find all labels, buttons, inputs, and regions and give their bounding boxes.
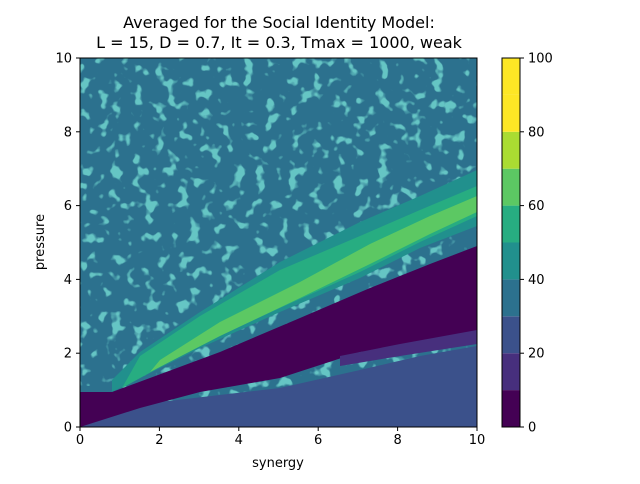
- y-tick-label: 4: [64, 273, 72, 288]
- region-dark-streak: [340, 330, 477, 366]
- colorbar-tick-label: 0: [528, 421, 536, 436]
- colorbar-tick-label: 40: [528, 273, 545, 288]
- colorbar-segment: [502, 205, 520, 243]
- x-axis-label: synergy: [252, 456, 304, 471]
- plot-frame: [79, 57, 478, 428]
- y-tick-label: 0: [64, 421, 72, 436]
- colorbar-tick-label: 60: [528, 199, 545, 214]
- colorbar-tick-label: 100: [528, 52, 553, 67]
- colorbar-segment: [502, 168, 520, 206]
- colorbar-segment: [502, 242, 520, 280]
- y-axis-label: pressure: [33, 214, 48, 270]
- region-dark-wedge: [80, 246, 477, 427]
- plot-area: [80, 58, 477, 427]
- x-tick-label: 2: [155, 433, 163, 448]
- x-tick-label: 0: [76, 433, 84, 448]
- colorbar: 0 20 40 60 80 100: [501, 52, 553, 436]
- chart-title-line2: L = 15, D = 0.7, It = 0.3, Tmax = 1000, …: [96, 33, 463, 52]
- colorbar-tick-label: 80: [528, 125, 545, 140]
- colorbar-segment: [502, 94, 520, 132]
- colorbar-segment: [502, 58, 520, 95]
- region-ridge-bright: [150, 196, 477, 372]
- colorbar-segment: [502, 316, 520, 354]
- x-axis: 0 2 4 6 8 10: [76, 427, 485, 448]
- colorbar-segment: [502, 353, 520, 391]
- x-tick-label: 4: [235, 433, 243, 448]
- y-tick-label: 2: [64, 347, 72, 362]
- y-tick-label: 6: [64, 199, 72, 214]
- y-tick-label: 10: [55, 52, 72, 67]
- x-tick-label: 6: [314, 433, 322, 448]
- colorbar-segment: [502, 131, 520, 169]
- y-axis: 0 2 4 6 8 10: [55, 52, 80, 436]
- colorbar-tick-label: 20: [528, 347, 545, 362]
- colorbar-frame: [501, 57, 521, 428]
- colorbar-segment: [502, 390, 520, 427]
- x-tick-label: 8: [393, 433, 401, 448]
- colorbar-segment: [502, 279, 520, 317]
- y-tick-label: 8: [64, 125, 72, 140]
- region-lower-band: [80, 346, 477, 427]
- chart-title-line1: Averaged for the Social Identity Model:: [123, 13, 435, 32]
- x-tick-label: 10: [469, 433, 486, 448]
